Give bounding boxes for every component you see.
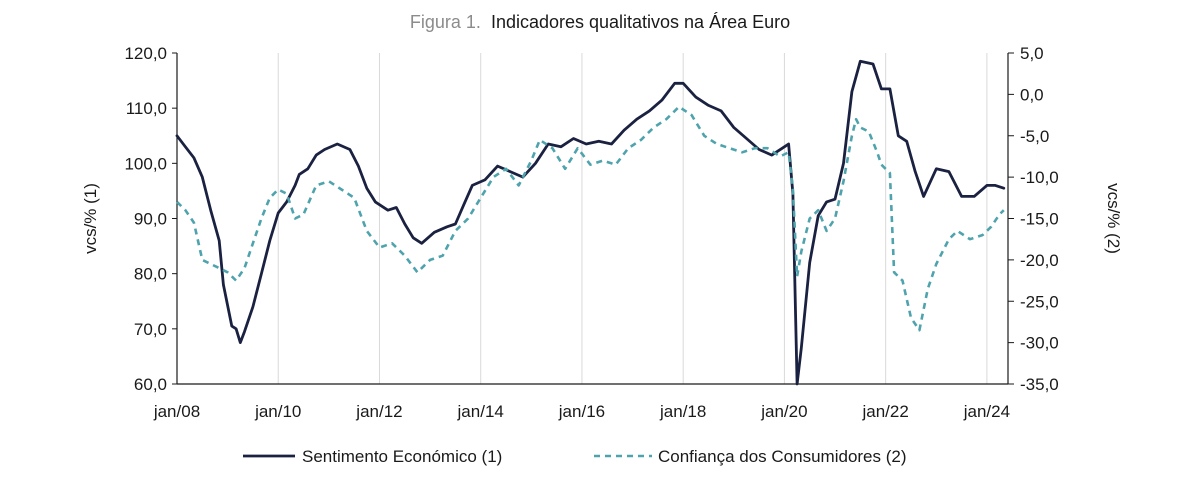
x-tick-label: jan/14 [457, 402, 504, 421]
right-axis-ticks: -35,0 -30,0 -25,0 -20,0 -15,0 -10,0 -5,0 0,0 5,0 [1008, 44, 1059, 394]
left-axis-label: vcs/% (1) [81, 183, 100, 254]
legend: Sentimento Económico (1) Confiança dos Co… [243, 447, 907, 466]
right-tick-label: 0,0 [1020, 85, 1044, 104]
right-axis-label: vcs/% (2) [1104, 183, 1123, 254]
vertical-grid [277, 53, 988, 384]
legend-label-sentimento: Sentimento Económico (1) [302, 447, 502, 466]
figure-prefix: Figura 1. [410, 12, 481, 32]
right-tick-label: -30,0 [1020, 334, 1059, 353]
series-line-sentimento [175, 59, 1006, 386]
x-tick-label: jan/16 [558, 402, 605, 421]
left-tick-label: 110,0 [126, 99, 167, 118]
x-tick-label: jan/24 [963, 402, 1010, 421]
left-tick-label: 100,0 [124, 154, 167, 173]
left-tick-label: 120,0 [124, 44, 167, 63]
right-tick-label: -35,0 [1020, 375, 1059, 394]
x-axis-ticks: jan/08 jan/10 jan/12 jan/14 jan/16 jan/18 jan/… [153, 402, 1010, 421]
series-layer [175, 59, 1006, 386]
right-tick-label: -20,0 [1020, 251, 1059, 270]
left-axis-ticks: 60,0 70,0 80,0 90,0 100,0 110,0 120,0 [124, 44, 177, 394]
axes [176, 53, 1009, 385]
x-tick-label: jan/08 [153, 402, 200, 421]
x-tick-label: jan/18 [659, 402, 706, 421]
legend-label-confianca: Confiança dos Consumidores (2) [658, 447, 907, 466]
left-tick-label: 60,0 [134, 375, 167, 394]
right-tick-label: -15,0 [1020, 210, 1059, 229]
figure-title: Indicadores qualitativos na Área Euro [491, 12, 790, 32]
x-tick-label: jan/10 [254, 402, 301, 421]
left-tick-label: 80,0 [134, 265, 167, 284]
right-tick-label: -10,0 [1020, 168, 1059, 187]
right-tick-label: -25,0 [1020, 292, 1059, 311]
right-tick-label: -5,0 [1020, 127, 1049, 146]
chart-title: Figura 1. Indicadores qualitativos na Ár… [410, 12, 790, 32]
right-tick-label: 5,0 [1020, 44, 1044, 63]
x-tick-label: jan/20 [760, 402, 807, 421]
series-line-confianca [176, 105, 1005, 332]
left-tick-label: 70,0 [134, 320, 167, 339]
x-tick-label: jan/12 [355, 402, 402, 421]
x-tick-label: jan/22 [861, 402, 908, 421]
left-tick-label: 90,0 [134, 210, 167, 229]
